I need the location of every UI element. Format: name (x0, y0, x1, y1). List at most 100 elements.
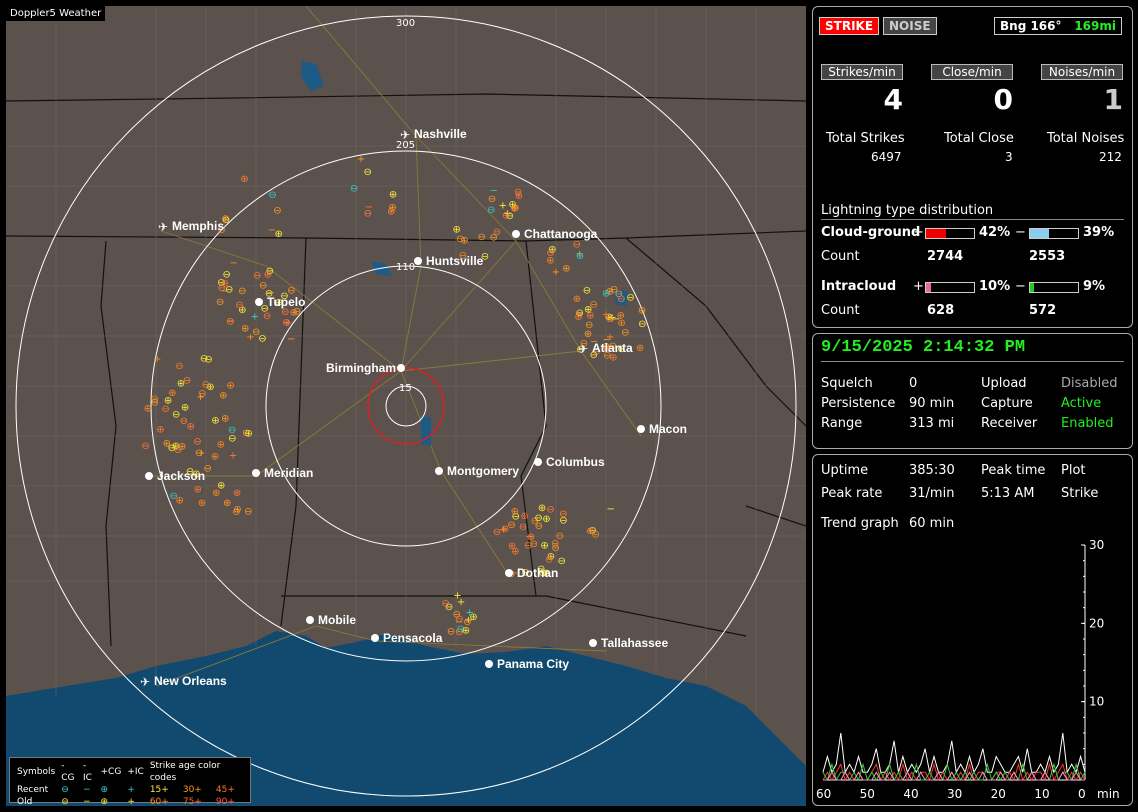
city-montgomery: Montgomery (435, 464, 519, 478)
strike-mark: ⊕ (168, 388, 176, 399)
strike-mark: − (603, 335, 611, 346)
old-pos-ic-icon: + (127, 797, 135, 806)
recent-neg-ic-icon: − (83, 785, 91, 795)
noises-per-min-label[interactable]: Noises/min (1041, 64, 1123, 80)
city-label: New Orleans (154, 674, 227, 688)
city-label: Memphis (172, 219, 224, 233)
strike-tag[interactable]: STRIKE (819, 17, 880, 35)
persistence-value: 90 min (909, 396, 955, 411)
bearing-readout: Bng 166° 169mi (994, 17, 1122, 35)
city-dot (505, 569, 513, 577)
city-meridian: Meridian (252, 466, 313, 480)
strike-mark: ⊖ (200, 354, 208, 365)
trend-y-tick-label: 30 (1089, 538, 1104, 552)
city-label: Huntsville (426, 254, 484, 268)
strike-mark: ⊕ (241, 323, 249, 334)
strike-mark: + (284, 318, 292, 329)
strike-mark: ⊖ (535, 521, 543, 532)
strike-legend: Symbols -CG -IC +CG +IC Strike age color… (9, 757, 251, 806)
strike-mark: − (575, 309, 583, 320)
city-label: Macon (649, 422, 687, 436)
strike-mark: ⊖ (590, 350, 598, 361)
strike-mark: ⊕ (636, 343, 644, 354)
total-close-value: 3 (1005, 150, 1013, 164)
strike-mark: ⊖ (457, 624, 465, 635)
strike-mark: ⊖ (198, 389, 206, 400)
plot-label: Plot (1061, 463, 1086, 478)
map-canvas: 300 205 110 15 ⊖+⊕⊖⊕−⊖ ⊖⊖⊕+⊖⊕⊖⊕⊕⊖⊖−⊕⊖⊕⊖−⊕… (6, 6, 806, 806)
legend-age-title: Strike age color codes (149, 761, 221, 783)
city-dot (512, 230, 520, 238)
strike-mark: ⊕ (602, 288, 610, 299)
strike-mark: ⊕ (176, 496, 184, 507)
legend-recent-label: Recent (17, 785, 49, 795)
strike-mark: ⊕ (511, 546, 519, 557)
strike-mark: ⊕ (511, 506, 519, 517)
strike-mark: ⊖ (238, 286, 246, 297)
strike-mark: ⊖ (161, 404, 169, 415)
city-birmingham: Birmingham (326, 361, 405, 375)
plot-value[interactable]: Strike (1061, 486, 1099, 501)
trend-panel: Uptime 385:30 Peak time Plot Peak rate 3… (812, 454, 1133, 806)
strike-mark: ⊕ (606, 287, 614, 298)
city-jackson: Jackson (145, 469, 205, 483)
city-label: Tupelo (267, 295, 305, 309)
strike-mark: ⊕ (388, 202, 396, 213)
strike-mark: ⊖ (626, 293, 634, 304)
peak-time-label: Peak time (981, 463, 1046, 478)
strike-mark: ⊕ (548, 245, 556, 256)
strikes-per-min-value: 4 (883, 83, 903, 116)
city-label: Chattanooga (524, 227, 598, 241)
strike-mark: − (612, 314, 620, 325)
old-neg-cg-icon: ⊖ (61, 797, 69, 806)
city-dot (255, 298, 263, 306)
strikes-per-min-label[interactable]: Strikes/min (821, 64, 903, 80)
strike-mark: ⊕ (221, 214, 229, 225)
total-strikes-value: 6497 (871, 150, 902, 164)
strike-mark: ⊖ (259, 280, 267, 291)
strike-mark: ⊖ (617, 294, 625, 305)
strike-mark: ⊕ (211, 415, 219, 426)
total-close-label: Total Close (944, 131, 1014, 146)
strike-mark: ⊕ (562, 263, 570, 274)
strike-mark: + (196, 392, 204, 403)
strike-mark: ⊖ (502, 211, 510, 222)
strike-mark: ⊕ (586, 526, 594, 537)
strike-mark: ⊖ (514, 187, 522, 198)
squelch-value: 0 (909, 376, 918, 391)
city-dot (252, 469, 260, 477)
strike-mark: ⊖ (603, 351, 611, 362)
strike-mark: − (229, 258, 237, 269)
age-45: 45+ (215, 785, 235, 795)
strike-mark: ⊖ (621, 328, 629, 339)
strike-mark: + (246, 332, 254, 343)
strike-mark: ⊕ (638, 306, 646, 317)
city-dot (397, 364, 405, 372)
cg-count-label: Count (821, 249, 860, 264)
city-label: Jackson (157, 469, 205, 483)
strike-mark: + (575, 249, 583, 260)
ring-label-205: 205 (396, 140, 415, 151)
ic-minus-sign: − (1015, 279, 1026, 294)
strike-mark: ⊕ (221, 413, 229, 424)
strike-mark: ⊖ (186, 467, 194, 478)
radar-map[interactable]: 300 205 110 15 ⊖ + ⊕ ⊖ ⊕ − ⊖ ⊖ ⊖ ⊕ + ⊖ ⊕ ⊖ ⊕ ⊕ ⊖ ⊖ − ⊕ ⊖ ⊕ ⊖ − ⊕… (6, 6, 806, 806)
strike-mark: ⊕ (172, 441, 180, 452)
strike-mark: ⊖ (453, 610, 461, 621)
trend-series-0 (822, 732, 1086, 774)
strike-mark: ⊖ (459, 251, 467, 262)
range-label: Range (821, 416, 863, 431)
noises-per-min-value: 1 (1103, 83, 1123, 116)
strike-mark: ⊕ (547, 551, 555, 562)
strike-mark: ⊕ (226, 380, 234, 391)
strike-mark: + (602, 309, 610, 320)
strike-mark: ⊖ (216, 297, 224, 308)
strike-mark: ⊖ (252, 327, 260, 338)
strike-mark: ⊖ (447, 626, 455, 637)
strike-mark: ⊖ (493, 227, 501, 238)
city-label: Panama City (497, 657, 569, 671)
strike-mark: ⊕ (275, 297, 283, 308)
close-per-min-label[interactable]: Close/min (931, 64, 1013, 80)
cg-negative-bar (1029, 228, 1079, 239)
noise-tag[interactable]: NOISE (883, 17, 937, 35)
